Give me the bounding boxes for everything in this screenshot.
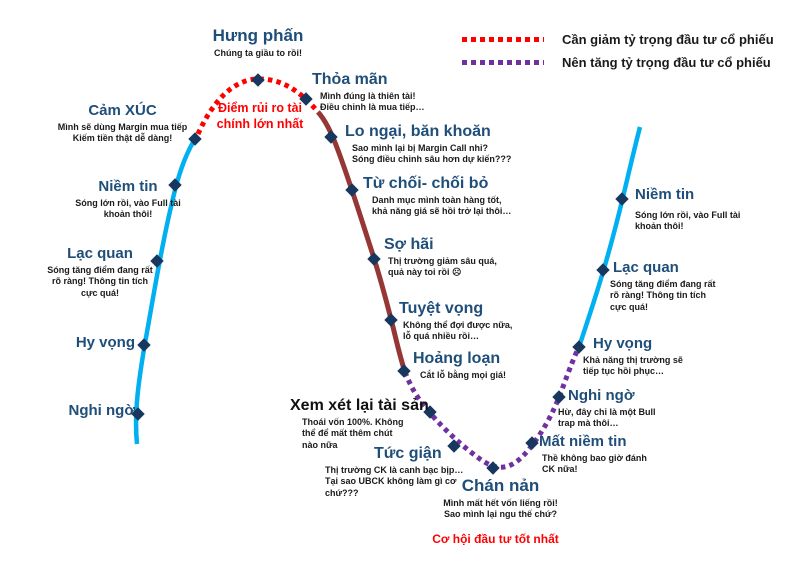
stage-subtitle: Sao mình lại bị Margin Call nhỉ? Sóng đi…: [352, 142, 512, 165]
stage-subtitle: Sóng tăng điểm đang rất rõ ràng! Thông t…: [610, 278, 716, 312]
stage-belief-left: Niềm tin Sóng lớn rồi, vào Full tài khoả…: [68, 178, 188, 221]
stage-title: Hoảng loạn: [413, 350, 501, 367]
rising-line-left: [133, 135, 198, 445]
stage-subtitle: Khả năng thị trường sẽ tiếp tục hồi phục…: [583, 354, 683, 377]
stage-subtitle: Mình mất hết vốn liếng rồi! Sao mình lại…: [443, 497, 558, 520]
legend: Cần giảm tỷ trọng đầu tư cổ phiếu Nên tă…: [462, 28, 792, 74]
stage-title: Thỏa mãn: [312, 71, 388, 88]
diamond-marker: [367, 252, 381, 266]
stage-title: Lạc quan: [613, 259, 679, 276]
stage-anxiety: Lo ngại, băn khoăn Sao mình lại bị Margi…: [345, 123, 535, 166]
bottom-accumulate-dotted-line: [402, 345, 582, 470]
diamond-marker: [137, 338, 151, 352]
diamond-marker: [384, 313, 398, 327]
legend-label: Nên tăng tỷ trọng đầu tư cổ phiếu: [562, 55, 771, 70]
stage-subtitle: Mình đúng là thiên tài! Điều chỉnh là mu…: [320, 90, 425, 113]
stage-hope-right: Hy vọng Khả năng thị trường sẽ tiếp tục …: [582, 335, 697, 378]
stage-subtitle: Cắt lỗ bằng mọi giá!: [420, 369, 507, 380]
stage-title: Hy vọng: [75, 334, 135, 351]
stage-hope-left: Hy vọng: [38, 334, 135, 352]
stage-desperation: Tuyệt vọng Không thể đợi được nữa, lỗ qu…: [399, 300, 524, 343]
stage-title: Nghi ngờ: [568, 387, 635, 404]
stage-title: Lo ngại, băn khoăn: [345, 123, 491, 140]
diamond-marker: [615, 192, 629, 206]
purple-dotted-line-icon: [462, 60, 544, 65]
diamond-marker: [345, 183, 359, 197]
stage-subtitle: Thị trường giảm sâu quá, quả này toi rồi…: [388, 255, 497, 278]
stage-subtitle: Thị trường CK là canh bạc bịp… Tại sao U…: [325, 464, 464, 498]
stage-thrill: Cảm XÚC Mình sẽ dùng Margin mua tiếp Kiế…: [50, 102, 195, 145]
stage-panic: Hoảng loạn Cắt lỗ bằng mọi giá!: [413, 350, 533, 381]
stage-doubt-left: Nghi ngờ: [38, 402, 135, 420]
stage-subtitle: Danh mục mình toàn hàng tốt, khả năng gi…: [372, 194, 512, 217]
stage-capitulation: Xem xét lại tài sản Thoái vốn 100%. Khôn…: [290, 397, 435, 452]
stage-subtitle: Sóng lớn rồi, vào Full tài khoản thôi!: [635, 209, 741, 232]
legend-item-reduce: Cần giảm tỷ trọng đầu tư cổ phiếu: [462, 28, 792, 51]
stage-subtitle: Sóng tăng điểm đang rất rõ ràng! Thông t…: [47, 264, 153, 298]
peak-reduce-dotted-line: [195, 76, 320, 136]
stage-optimism-right: Lạc quan Sóng tăng điểm đang rất rõ ràng…: [604, 259, 722, 314]
legend-label: Cần giảm tỷ trọng đầu tư cổ phiếu: [562, 32, 774, 47]
stage-title: Tuyệt vọng: [399, 300, 484, 317]
stage-optimism-left: Lạc quan Sóng tăng điểm đang rất rõ ràng…: [35, 245, 165, 300]
stage-anger: Tức giận Thị trường CK là canh bạc bịp… …: [322, 445, 464, 500]
best-opportunity-annotation: Cơ hội đầu tư tốt nhất: [432, 532, 559, 546]
stage-subtitle: Thoái vốn 100%. Không thể để mất thêm ch…: [302, 416, 404, 450]
stage-title: Tức giận: [374, 445, 442, 462]
stage-denial: Từ chối- chối bỏ Danh mục mình toàn hàng…: [363, 175, 538, 218]
stage-doubt-right: Nghi ngờ Hừ, đây chỉ là một Bull trap mà…: [556, 387, 671, 430]
stage-title: Hưng phấn: [212, 26, 304, 45]
rising-line-right: [576, 126, 643, 348]
stage-subtitle: Hừ, đây chỉ là một Bull trap mà thôi…: [558, 406, 656, 429]
stage-title: Cảm XÚC: [88, 102, 157, 119]
stage-subtitle: Chúng ta giầu to rồi!: [214, 47, 302, 58]
risk-peak-annotation: Điểm rủi ro tài chính lớn nhất: [216, 101, 304, 131]
stage-title: Sợ hãi: [384, 236, 434, 253]
stage-complacency: Thỏa mãn Mình đúng là thiên tài! Điều ch…: [312, 71, 452, 114]
stage-despondency: Chán nản Mình mất hết vốn liếng rồi! Sao…: [443, 476, 558, 521]
stage-belief-right: Niềm tin Sóng lớn rồi, vào Full tài khoả…: [632, 186, 744, 233]
stage-title: Xem xét lại tài sản: [290, 397, 429, 414]
stage-disbelief: Mất niềm tin Thề không bao giờ đánh CK n…: [539, 433, 659, 476]
stage-euphoria: Hưng phấn Chúng ta giầu to rồi!: [183, 26, 333, 59]
diamond-marker: [251, 73, 265, 87]
stage-title: Từ chối- chối bỏ: [363, 175, 489, 192]
stage-title: Nghi ngờ: [68, 402, 135, 419]
stage-title: Niềm tin: [98, 178, 158, 195]
diamond-marker: [397, 364, 411, 378]
stage-title: Lạc quan: [67, 245, 133, 262]
stage-subtitle: Sóng lớn rồi, vào Full tài khoản thôi!: [75, 197, 181, 220]
stage-title: Hy vọng: [593, 335, 653, 352]
stage-title: Niềm tin: [635, 186, 695, 203]
stage-subtitle: Thề không bao giờ đánh CK nữa!: [542, 452, 647, 475]
stage-title: Mất niềm tin: [539, 433, 627, 450]
stage-fear: Sợ hãi Thị trường giảm sâu quá, quả này …: [384, 236, 524, 279]
stage-title: Chán nản: [461, 476, 540, 495]
legend-item-accumulate: Nên tăng tỷ trọng đầu tư cổ phiếu: [462, 51, 792, 74]
stage-subtitle: Mình sẽ dùng Margin mua tiếp Kiếm tiền t…: [57, 121, 188, 144]
stage-subtitle: Không thể đợi được nữa, lỗ quá nhiều rồi…: [403, 319, 513, 342]
red-dotted-line-icon: [462, 37, 544, 42]
